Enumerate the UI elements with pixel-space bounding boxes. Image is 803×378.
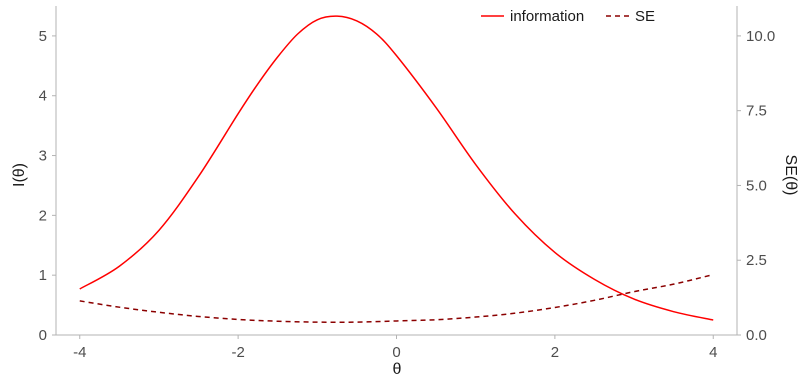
x-tick-label: 0	[392, 344, 400, 361]
series-line-information	[79, 15, 714, 321]
left-y-tick-label: 1	[39, 267, 47, 284]
left-y-tick-label: 3	[39, 148, 47, 165]
left-y-axis-title: I(θ)	[11, 163, 28, 187]
right-y-axis-title: SE(θ)	[782, 155, 799, 196]
series-line-se	[79, 273, 714, 324]
left-y-axis-ticks: 0 1 2 3 4 5	[39, 28, 56, 344]
right-y-tick-label: 2.5	[746, 252, 767, 269]
x-tick-label: 4	[709, 344, 717, 361]
left-y-tick-label: 5	[39, 28, 47, 45]
x-tick-label: -2	[231, 344, 244, 361]
right-y-axis-ticks: 0.0 2.5 5.0 7.5 10.0	[737, 28, 775, 344]
x-axis-title: θ	[393, 361, 402, 378]
right-y-tick-label: 10.0	[746, 28, 775, 45]
right-y-tick-label: 0.0	[746, 327, 767, 344]
right-y-tick-label: 5.0	[746, 177, 767, 194]
x-axis-ticks: -4 -2 0 2 4	[73, 335, 717, 361]
legend: information SE	[481, 8, 655, 25]
left-y-tick-label: 4	[39, 88, 47, 105]
x-tick-label: -4	[73, 344, 86, 361]
series-lines	[79, 15, 714, 324]
x-tick-label: 2	[551, 344, 559, 361]
left-y-tick-label: 2	[39, 207, 47, 224]
legend-label-se: SE	[635, 8, 655, 25]
left-y-tick-label: 0	[39, 327, 47, 344]
right-y-tick-label: 7.5	[746, 103, 767, 120]
legend-label-information: information	[510, 8, 584, 25]
